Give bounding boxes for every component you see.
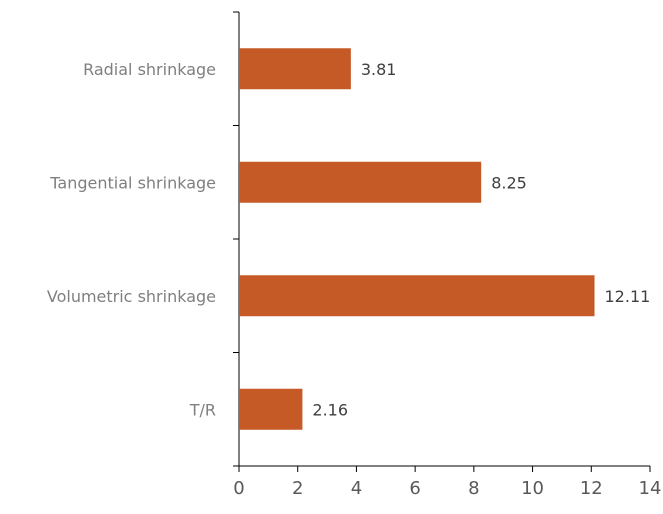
x-tick-label: 8 bbox=[468, 478, 479, 499]
data-label: 2.16 bbox=[312, 400, 348, 419]
bar bbox=[239, 48, 351, 90]
x-tick-label: 12 bbox=[580, 478, 603, 499]
x-tick-label: 0 bbox=[233, 478, 244, 499]
labels: 0 2 4 6 8 10 12 14 Radial shrinkage 3.81 Tangentia… bbox=[47, 60, 662, 499]
data-label: 8.25 bbox=[491, 173, 527, 192]
x-tick-label: 6 bbox=[409, 478, 420, 499]
x-tick-label: 2 bbox=[292, 478, 303, 499]
bar bbox=[239, 161, 482, 203]
x-tick-label: 10 bbox=[521, 478, 544, 499]
x-tick-label: 4 bbox=[351, 478, 362, 499]
bar bbox=[239, 275, 595, 317]
category-label: Radial shrinkage bbox=[83, 60, 216, 79]
category-label: T/R bbox=[189, 400, 216, 419]
x-tick-label: 14 bbox=[639, 478, 662, 499]
bar bbox=[239, 388, 303, 430]
data-label: 12.11 bbox=[605, 287, 651, 306]
data-label: 3.81 bbox=[361, 60, 397, 79]
bars bbox=[239, 48, 595, 430]
category-label: Volumetric shrinkage bbox=[47, 287, 216, 306]
category-label: Tangential shrinkage bbox=[49, 173, 216, 192]
